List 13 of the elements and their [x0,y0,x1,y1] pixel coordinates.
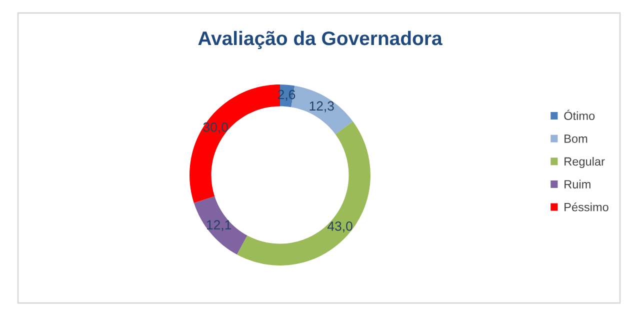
donut-slice [194,196,248,255]
donut-slice [190,84,280,203]
data-label: 43,0 [328,221,352,232]
legend-label: Péssimo [564,202,608,212]
legend-label: Ruim [564,180,590,188]
legend-label: Regular [564,156,605,168]
chart-title: Avaliação da Governadora [198,30,442,50]
legend-label: Bom [564,134,588,143]
data-label: 12,1 [206,220,232,232]
data-label: 12,3 [310,101,334,112]
donut-slice [236,121,370,266]
data-label: 30,0 [203,122,228,134]
legend-label: Ótimo [564,110,595,120]
